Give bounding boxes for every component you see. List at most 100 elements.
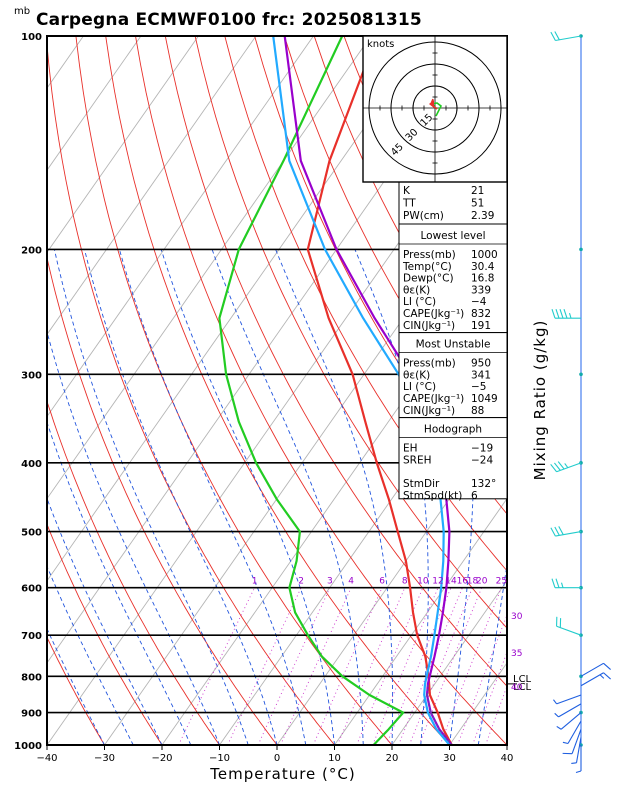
temperature-tick-label: 10: [328, 753, 341, 764]
wind-barb: [551, 578, 581, 589]
mixing-ratio-label: 2: [298, 577, 304, 587]
index-value: 2.39: [471, 210, 494, 222]
wind-barb: [556, 712, 582, 730]
temperature-tick-label: 30: [443, 753, 456, 764]
mixing-ratio-label: 6: [379, 577, 385, 587]
index-value: 1000: [471, 249, 498, 261]
index-value: 88: [471, 405, 484, 417]
pressure-tick-label: 400: [21, 459, 42, 470]
dry-adiabat: [75, 36, 393, 745]
index-value: 30.4: [471, 261, 495, 273]
temperature-line: [306, 36, 453, 745]
index-value: 21: [471, 185, 484, 197]
storm-motion-marker: [429, 100, 434, 108]
isotherm: [334, 497, 507, 745]
isotherm: [276, 415, 507, 745]
virtual-parcel-line: [272, 36, 451, 745]
dry-adiabat: [47, 40, 335, 745]
index-label: θε(K): [403, 284, 430, 296]
parcel-hatch: [430, 712, 440, 730]
index-label: PW(cm): [403, 210, 444, 222]
mixing-ratio-label: 25: [496, 577, 507, 587]
index-label: EH: [403, 443, 418, 455]
isotherm: [565, 36, 618, 745]
index-label: K: [403, 185, 411, 197]
moist-adiabat: [506, 742, 507, 745]
dry-adiabat: [224, 36, 507, 572]
index-label: LI (°C): [403, 296, 436, 308]
hodograph-unit-label: knots: [367, 39, 394, 50]
mixing-ratio-label: 14: [445, 577, 457, 587]
index-value: 16.8: [471, 273, 494, 285]
wind-barb: [580, 672, 611, 687]
index-value: 339: [471, 284, 491, 296]
index-label: θε(K): [403, 369, 430, 381]
mixing-ratio-label: 20: [476, 577, 488, 587]
mixing-ratio-line: [280, 587, 352, 745]
isotherm: [47, 36, 257, 336]
index-value: 6: [471, 490, 478, 502]
temperature-tick-label: −30: [94, 753, 115, 764]
index-section-heading: Lowest level: [420, 230, 485, 242]
index-label: Dewp(°C): [403, 273, 454, 285]
index-value: 132°: [471, 478, 496, 490]
index-label: CIN(Jkg⁻¹): [403, 320, 455, 332]
isotherm: [47, 36, 314, 418]
indices-panel: K 21 TT 51 PW(cm) 2.39 Lowest level Press(mb) 10…: [398, 181, 508, 502]
mixing-ratio-axis-label: Mixing Ratio (g/kg): [531, 320, 549, 481]
isotherm: [104, 169, 507, 745]
lcl-label: LCL: [513, 682, 532, 693]
dry-adiabat: [552, 36, 618, 745]
dry-adiabat: [47, 636, 105, 745]
mixing-ratio-label: 40: [511, 683, 523, 693]
index-label: Press(mb): [403, 249, 456, 261]
index-section-heading: Most Unstable: [416, 339, 491, 351]
index-label: StmSpd(kt): [403, 490, 462, 502]
index-box: [398, 181, 508, 225]
wind-barb: [575, 745, 582, 774]
pressure-tick-label: 100: [21, 32, 42, 43]
wind-barb: [551, 308, 581, 319]
mixing-ratio-label: 18: [467, 577, 479, 587]
dry-adiabat: [47, 255, 278, 745]
index-label: LI (°C): [403, 381, 436, 393]
wind-barb: [550, 31, 582, 42]
index-label: SREH: [403, 454, 432, 466]
index-box: [398, 223, 508, 334]
index-label: TT: [402, 198, 416, 210]
index-box: [398, 417, 508, 500]
parcel-hatch: [426, 694, 432, 713]
wind-barb: [553, 694, 582, 705]
wind-barb: [571, 737, 582, 764]
pressure-tick-label: 600: [21, 584, 42, 595]
pressure-tick-label: 200: [21, 245, 42, 256]
temperature-tick-label: −10: [209, 753, 230, 764]
isotherm: [506, 744, 507, 745]
index-value: 51: [471, 198, 484, 210]
temperature-tick-label: 20: [386, 753, 399, 764]
wind-barb: [556, 616, 582, 636]
wind-barb: [550, 526, 582, 537]
pressure-tick-label: 300: [21, 370, 42, 381]
temperature-tick-label: 0: [274, 753, 280, 764]
mixing-ratio-label: 10: [417, 577, 429, 587]
index-value: 1049: [471, 393, 498, 405]
parcel-hatch: [426, 683, 429, 696]
moist-adiabat: [477, 561, 507, 745]
pressure-tick-label: 900: [21, 709, 42, 720]
mixing-ratio-label: 12: [432, 577, 443, 587]
dry-adiabat: [105, 36, 450, 745]
wind-barb: [554, 703, 582, 718]
chart-title: Carpegna ECMWF0100 frc: 2025081315: [36, 10, 422, 30]
moist-adiabat: [211, 249, 364, 745]
mixing-ratio-label: 30: [511, 612, 523, 622]
dry-adiabat: [47, 523, 163, 745]
isotherm: [47, 36, 142, 171]
index-value: −5: [471, 381, 486, 393]
pressure-tick-label: 1000: [14, 741, 42, 752]
dry-adiabat: [135, 36, 507, 745]
pressure-tick-label: 700: [21, 631, 42, 642]
